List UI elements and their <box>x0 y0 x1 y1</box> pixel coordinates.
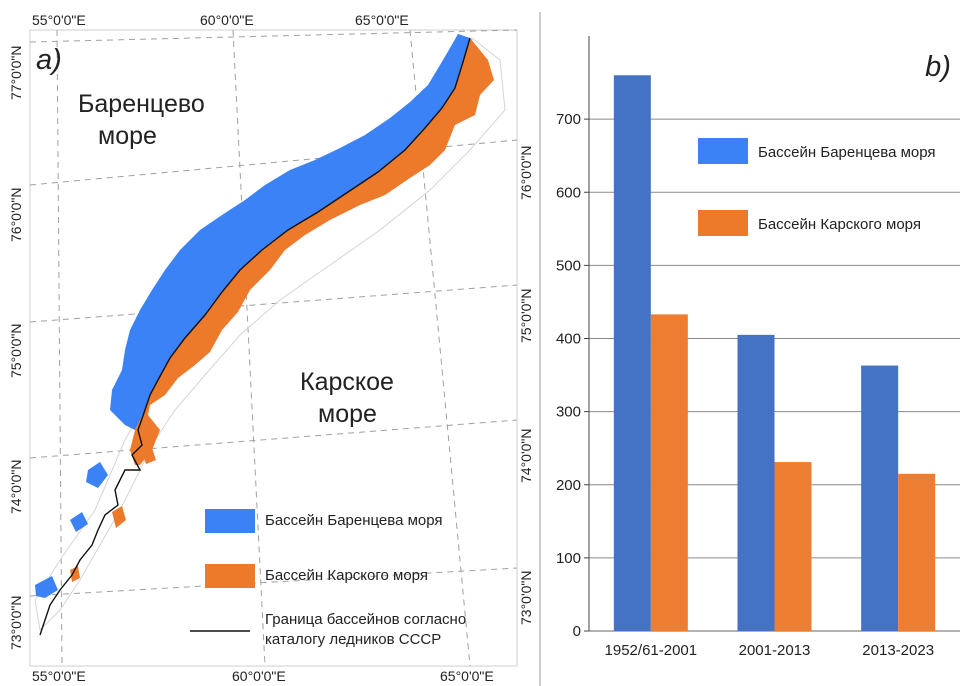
coord-right-76: 76°0'0"N <box>518 145 534 201</box>
map-panel: a) 55°0'0"E 60°0'0"E 65°0'0"E 55°0'0"E 6… <box>8 12 534 684</box>
y-tick-label: 700 <box>556 111 581 128</box>
parallel-74 <box>29 419 518 459</box>
bar-barents <box>737 334 775 631</box>
coord-right-75: 75°0'0"N <box>518 288 534 344</box>
x-tick-label: 1952/61-2001 <box>605 642 698 659</box>
chart-panel-label: b) <box>925 51 951 83</box>
y-tick-label: 300 <box>556 404 581 421</box>
bar-kara <box>774 462 812 631</box>
legend-swatch-kara <box>205 564 255 588</box>
sea-label-kara-line2: море <box>318 400 377 428</box>
barents-basin-area <box>110 34 470 430</box>
bar-chart: 0 100 200 300 400 500 600 700 1952/61-2001 2001-2… <box>539 12 960 686</box>
southern-glaciers <box>35 448 156 598</box>
coord-bottom-65: 65°0'0"E <box>440 668 494 684</box>
bar-barents <box>613 75 651 631</box>
y-tick-label: 200 <box>556 477 581 494</box>
coord-bottom-60: 60°0'0"E <box>232 668 286 684</box>
legend-label-barents: Бассейн Баренцева моря <box>758 144 936 161</box>
map-legend-barents-label: Бассейн Баренцева моря <box>265 512 443 529</box>
y-tick-label: 500 <box>556 257 581 274</box>
map-legend-boundary-label-line1: Граница бассейнов согласно <box>265 611 467 628</box>
y-tick-label: 0 <box>573 623 581 640</box>
coord-top-65: 65°0'0"E <box>355 12 409 28</box>
legend-swatch-kara <box>698 210 748 236</box>
legend-swatch-barents <box>698 138 748 164</box>
coord-left-76: 76°0'0"N <box>8 187 24 243</box>
legend-swatch-barents <box>205 509 255 533</box>
coord-right-74: 74°0'0"N <box>518 428 534 484</box>
legend-label-kara: Бассейн Карского моря <box>758 216 921 233</box>
map-panel-label: a) <box>36 44 62 76</box>
sea-label-barents-line1: Баренцево <box>78 90 205 118</box>
parallel-77 <box>29 29 518 43</box>
parallel-75 <box>29 284 518 323</box>
chart-panel: 0 100 200 300 400 500 600 700 1952/61-2001 2001-2… <box>536 0 972 686</box>
coord-right-73: 73°0'0"N <box>518 570 534 626</box>
y-tick-label: 400 <box>556 331 581 348</box>
map-figure <box>29 29 518 667</box>
map-legend-boundary-label-line2: каталогу ледников СССР <box>265 631 442 648</box>
parallel-73 <box>29 567 518 597</box>
bar-kara <box>898 473 936 631</box>
basin-boundary-line <box>39 37 471 636</box>
meridian-55 <box>56 29 63 667</box>
meridian-60 <box>232 29 266 667</box>
graticule <box>29 29 518 667</box>
map-legend-kara-label: Бассейн Карского моря <box>265 567 428 584</box>
coord-bottom-55: 55°0'0"E <box>32 668 86 684</box>
bar-barents <box>861 365 899 631</box>
coord-top-55: 55°0'0"E <box>32 12 86 28</box>
coord-left-73: 73°0'0"N <box>8 595 24 651</box>
sea-label-kara-line1: Карское <box>300 368 394 396</box>
coord-left-77: 77°0'0"N <box>8 45 24 101</box>
coord-left-74: 74°0'0"N <box>8 459 24 515</box>
sea-label-barents-line2: море <box>98 122 157 150</box>
coord-left-75: 75°0'0"N <box>8 323 24 379</box>
bar-kara <box>650 314 688 631</box>
coord-top-60: 60°0'0"E <box>200 12 254 28</box>
x-tick-label: 2013-2023 <box>862 642 934 659</box>
y-tick-label: 600 <box>556 184 581 201</box>
x-tick-label: 2001-2013 <box>739 642 811 659</box>
map-frame <box>29 29 518 667</box>
meridian-65 <box>409 29 471 667</box>
y-tick-label: 100 <box>556 550 581 567</box>
